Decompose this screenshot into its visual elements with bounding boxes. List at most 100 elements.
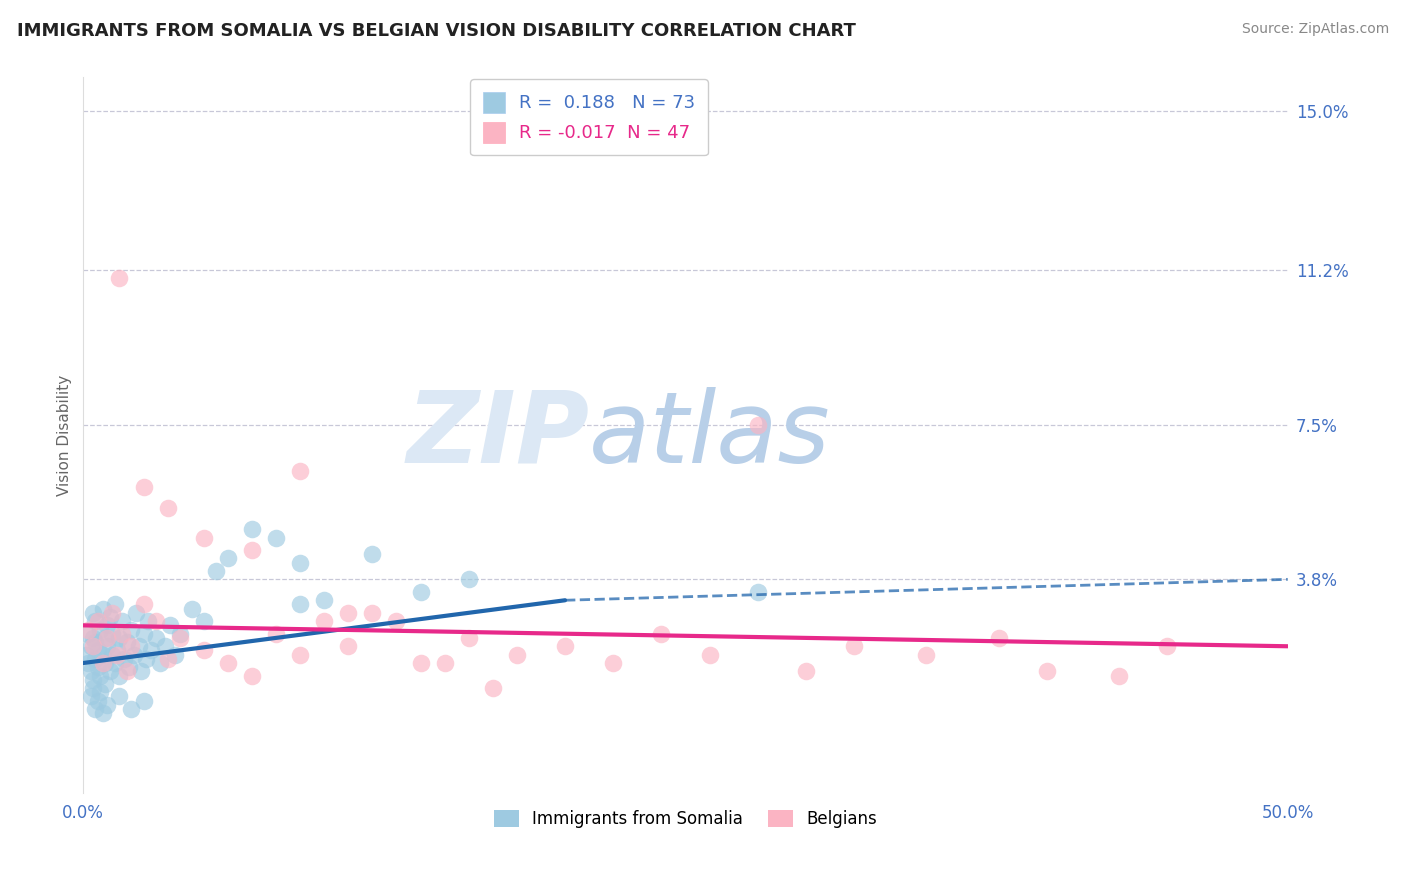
Point	[288, 464, 311, 478]
Point	[129, 665, 152, 679]
Point	[108, 690, 131, 704]
Point	[747, 417, 769, 432]
Point	[121, 702, 143, 716]
Point	[89, 685, 111, 699]
Point	[82, 640, 104, 654]
Point	[136, 614, 159, 628]
Point	[602, 656, 624, 670]
Point	[337, 640, 360, 654]
Point	[87, 693, 110, 707]
Point	[108, 668, 131, 682]
Point	[96, 640, 118, 654]
Point	[457, 631, 479, 645]
Point	[699, 648, 721, 662]
Point	[385, 614, 408, 628]
Point	[264, 626, 287, 640]
Point	[153, 640, 176, 654]
Point	[169, 626, 191, 640]
Point	[94, 677, 117, 691]
Point	[193, 531, 215, 545]
Point	[82, 673, 104, 687]
Point	[125, 606, 148, 620]
Point	[264, 531, 287, 545]
Point	[169, 631, 191, 645]
Point	[149, 656, 172, 670]
Point	[794, 665, 817, 679]
Point	[77, 656, 100, 670]
Point	[105, 643, 128, 657]
Point	[104, 598, 127, 612]
Point	[915, 648, 938, 662]
Point	[82, 681, 104, 695]
Point	[128, 640, 150, 654]
Point	[105, 648, 128, 662]
Point	[204, 564, 226, 578]
Point	[361, 606, 384, 620]
Point	[115, 635, 138, 649]
Point	[111, 614, 134, 628]
Point	[108, 631, 131, 645]
Point	[111, 626, 134, 640]
Point	[91, 706, 114, 721]
Point	[314, 614, 336, 628]
Point	[156, 652, 179, 666]
Text: IMMIGRANTS FROM SOMALIA VS BELGIAN VISION DISABILITY CORRELATION CHART: IMMIGRANTS FROM SOMALIA VS BELGIAN VISIO…	[17, 22, 856, 40]
Point	[156, 501, 179, 516]
Point	[96, 698, 118, 712]
Point	[91, 656, 114, 670]
Point	[145, 614, 167, 628]
Point	[132, 598, 155, 612]
Point	[132, 480, 155, 494]
Point	[457, 572, 479, 586]
Point	[554, 640, 576, 654]
Point	[91, 601, 114, 615]
Point	[240, 522, 263, 536]
Point	[409, 656, 432, 670]
Point	[361, 547, 384, 561]
Point	[82, 631, 104, 645]
Text: ZIP: ZIP	[406, 386, 589, 483]
Point	[1036, 665, 1059, 679]
Point	[217, 656, 239, 670]
Point	[1108, 668, 1130, 682]
Point	[77, 626, 100, 640]
Point	[79, 690, 101, 704]
Point	[118, 660, 141, 674]
Point	[409, 585, 432, 599]
Point	[84, 652, 107, 666]
Text: Source: ZipAtlas.com: Source: ZipAtlas.com	[1241, 22, 1389, 37]
Point	[96, 618, 118, 632]
Point	[101, 626, 124, 640]
Point	[91, 648, 114, 662]
Text: atlas: atlas	[589, 386, 831, 483]
Point	[139, 643, 162, 657]
Point	[159, 618, 181, 632]
Point	[135, 652, 157, 666]
Point	[193, 643, 215, 657]
Point	[288, 598, 311, 612]
Point	[101, 648, 124, 662]
Point	[132, 626, 155, 640]
Point	[84, 702, 107, 716]
Point	[112, 652, 135, 666]
Y-axis label: Vision Disability: Vision Disability	[58, 375, 72, 496]
Point	[842, 640, 865, 654]
Point	[288, 648, 311, 662]
Point	[77, 623, 100, 637]
Point	[79, 665, 101, 679]
Point	[89, 668, 111, 682]
Point	[98, 665, 121, 679]
Point	[94, 656, 117, 670]
Point	[96, 631, 118, 645]
Point	[337, 606, 360, 620]
Point	[193, 614, 215, 628]
Point	[433, 656, 456, 670]
Point	[115, 665, 138, 679]
Point	[121, 640, 143, 654]
Point	[82, 606, 104, 620]
Point	[108, 271, 131, 285]
Point	[1156, 640, 1178, 654]
Point	[87, 614, 110, 628]
Point	[122, 648, 145, 662]
Point	[79, 640, 101, 654]
